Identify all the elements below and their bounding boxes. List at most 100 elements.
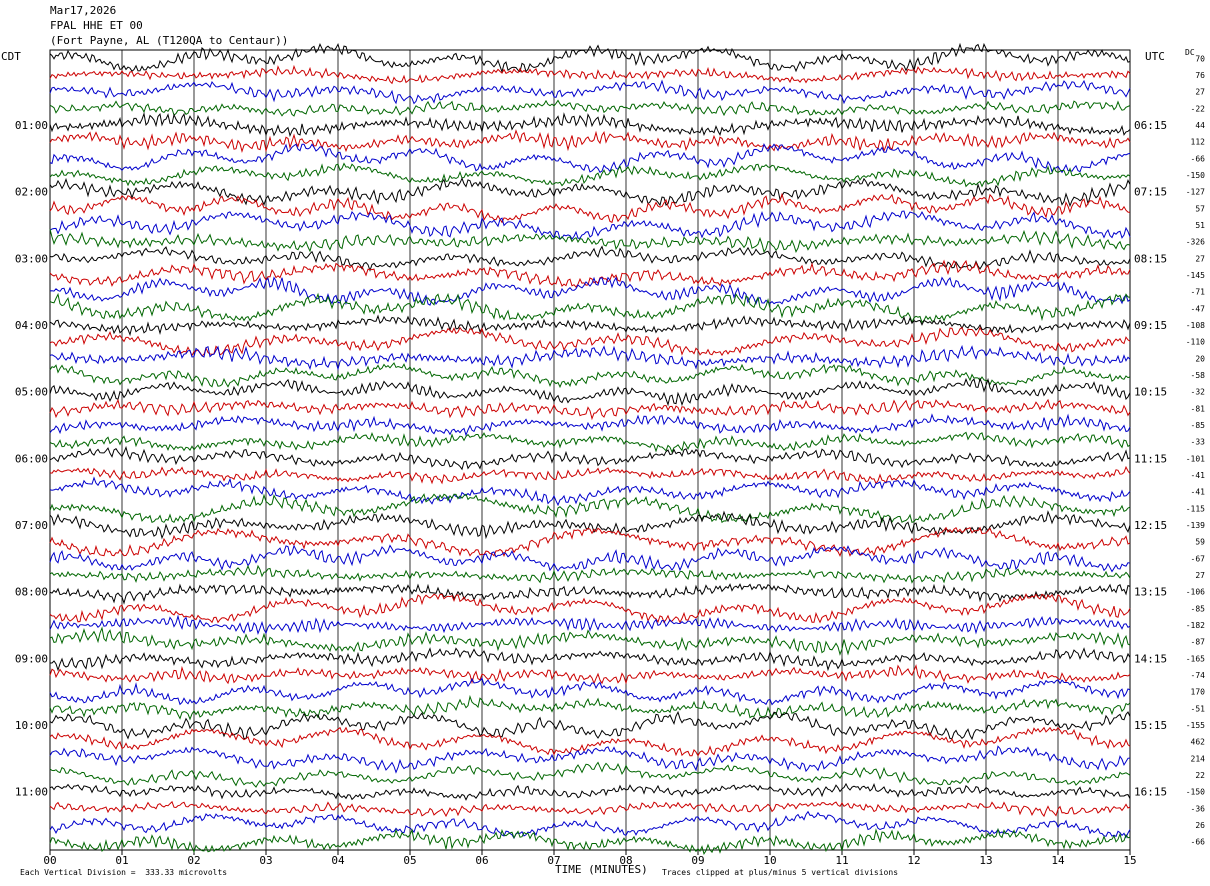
dc-offset-label: -66 [1191,154,1206,163]
dc-offset-label: -67 [1191,554,1206,563]
dc-offset-label: -41 [1191,471,1206,480]
seismic-trace [49,493,1131,524]
dc-offset-label: -108 [1186,321,1205,330]
x-tick-label: 08 [619,854,632,867]
dc-offset-label: -47 [1191,304,1206,313]
dc-offset-label: -110 [1186,338,1205,347]
x-tick-label: 06 [475,854,488,867]
seismic-trace [49,564,1131,584]
seismic-trace [49,326,1131,357]
left-hour-label: 07:00 [15,519,48,532]
left-hour-label: 05:00 [15,386,48,399]
seismic-trace [49,445,1131,471]
dc-offset-label: -85 [1191,421,1206,430]
right-hour-label: 11:15 [1134,452,1167,465]
right-hour-label: 12:15 [1134,519,1167,532]
seismic-trace [49,143,1131,174]
seismic-trace [49,526,1131,558]
dc-offset-label: -106 [1186,588,1205,597]
dc-offset-label: -74 [1191,671,1206,680]
seismic-trace [49,398,1131,421]
seismic-trace [49,42,1131,74]
seismic-trace [49,228,1131,254]
seismic-trace [49,827,1131,856]
seismic-trace [49,544,1131,573]
dc-label: DC [1185,48,1195,57]
seismic-trace [49,177,1131,208]
seismic-trace [49,162,1131,188]
dc-offset-label: 27 [1195,571,1205,580]
dc-offset-label: 214 [1191,754,1206,763]
left-hour-label: 09:00 [15,652,48,665]
dc-offset-label: -115 [1186,504,1205,513]
seismic-trace [49,583,1131,605]
dc-offset-label: 57 [1195,204,1205,213]
seismic-trace [49,431,1131,454]
x-tick-label: 01 [115,854,128,867]
dc-offset-label: 76 [1195,71,1205,80]
right-timezone-label: UTC [1145,50,1165,63]
dc-offset-label: -22 [1191,104,1206,113]
dc-offset-label: -165 [1186,654,1205,663]
seismic-trace [49,510,1131,540]
x-tick-label: 09 [691,854,704,867]
dc-offset-label: -326 [1186,238,1205,247]
seismic-trace [49,694,1131,721]
dc-offset-label: -81 [1191,404,1206,413]
dc-offset-label: 27 [1195,254,1205,263]
dc-offset-label: -101 [1186,454,1205,463]
seismic-trace [49,677,1131,706]
dc-offset-label: -58 [1191,371,1206,380]
dc-offset-label: -51 [1191,704,1206,713]
dc-offset-label: -36 [1191,804,1206,813]
seismic-trace [49,377,1131,407]
x-tick-label: 07 [547,854,560,867]
seismic-trace [49,664,1131,685]
seismic-trace [49,362,1131,389]
right-hour-label: 08:15 [1134,252,1167,265]
dc-offset-label: -41 [1191,488,1206,497]
seismic-trace [49,761,1131,788]
right-hour-label: 10:15 [1134,386,1167,399]
dc-offset-label: 22 [1195,771,1205,780]
dc-offset-label: -145 [1186,271,1205,280]
seismic-trace [49,626,1131,656]
x-tick-label: 04 [331,854,345,867]
dc-offset-label: -150 [1186,788,1205,797]
dc-offset-label: 27 [1195,88,1205,97]
dc-offset-label: -32 [1191,388,1206,397]
seismic-trace [49,413,1131,437]
x-tick-label: 11 [835,854,848,867]
left-timezone-label: CDT [1,50,21,63]
x-tick-label: 12 [907,854,920,867]
x-tick-label: 10 [763,854,776,867]
station-location: (Fort Payne, AL (T120QA to Centaur)) [50,34,289,47]
seismic-trace [49,344,1131,371]
x-tick-label: 13 [979,854,992,867]
x-tick-label: 15 [1123,854,1136,867]
dc-offset-label: 70 [1195,54,1205,63]
left-hour-label: 10:00 [15,719,48,732]
dc-offset-label: -87 [1191,638,1206,647]
seismic-trace [49,245,1131,272]
x-axis-title: TIME (MINUTES) [555,863,648,876]
station-id: FPAL HHE ET 00 [50,19,143,32]
right-hour-label: 15:15 [1134,719,1167,732]
seismic-trace [49,810,1131,840]
seismic-trace [49,476,1131,507]
right-hour-label: 09:15 [1134,319,1167,332]
seismic-trace [49,710,1131,741]
seismic-trace [49,465,1131,485]
left-hour-label: 06:00 [15,452,48,465]
seismic-trace [49,593,1131,624]
x-tick-label: 03 [259,854,272,867]
right-hour-label: 13:15 [1134,586,1167,599]
dc-offset-label: -71 [1191,288,1206,297]
dc-offset-label: -155 [1186,721,1205,730]
x-tick-label: 05 [403,854,416,867]
dc-offset-label: -127 [1186,188,1205,197]
seismic-trace [49,210,1131,240]
right-hour-label: 14:15 [1134,652,1167,665]
dc-offset-label: 112 [1191,138,1206,147]
